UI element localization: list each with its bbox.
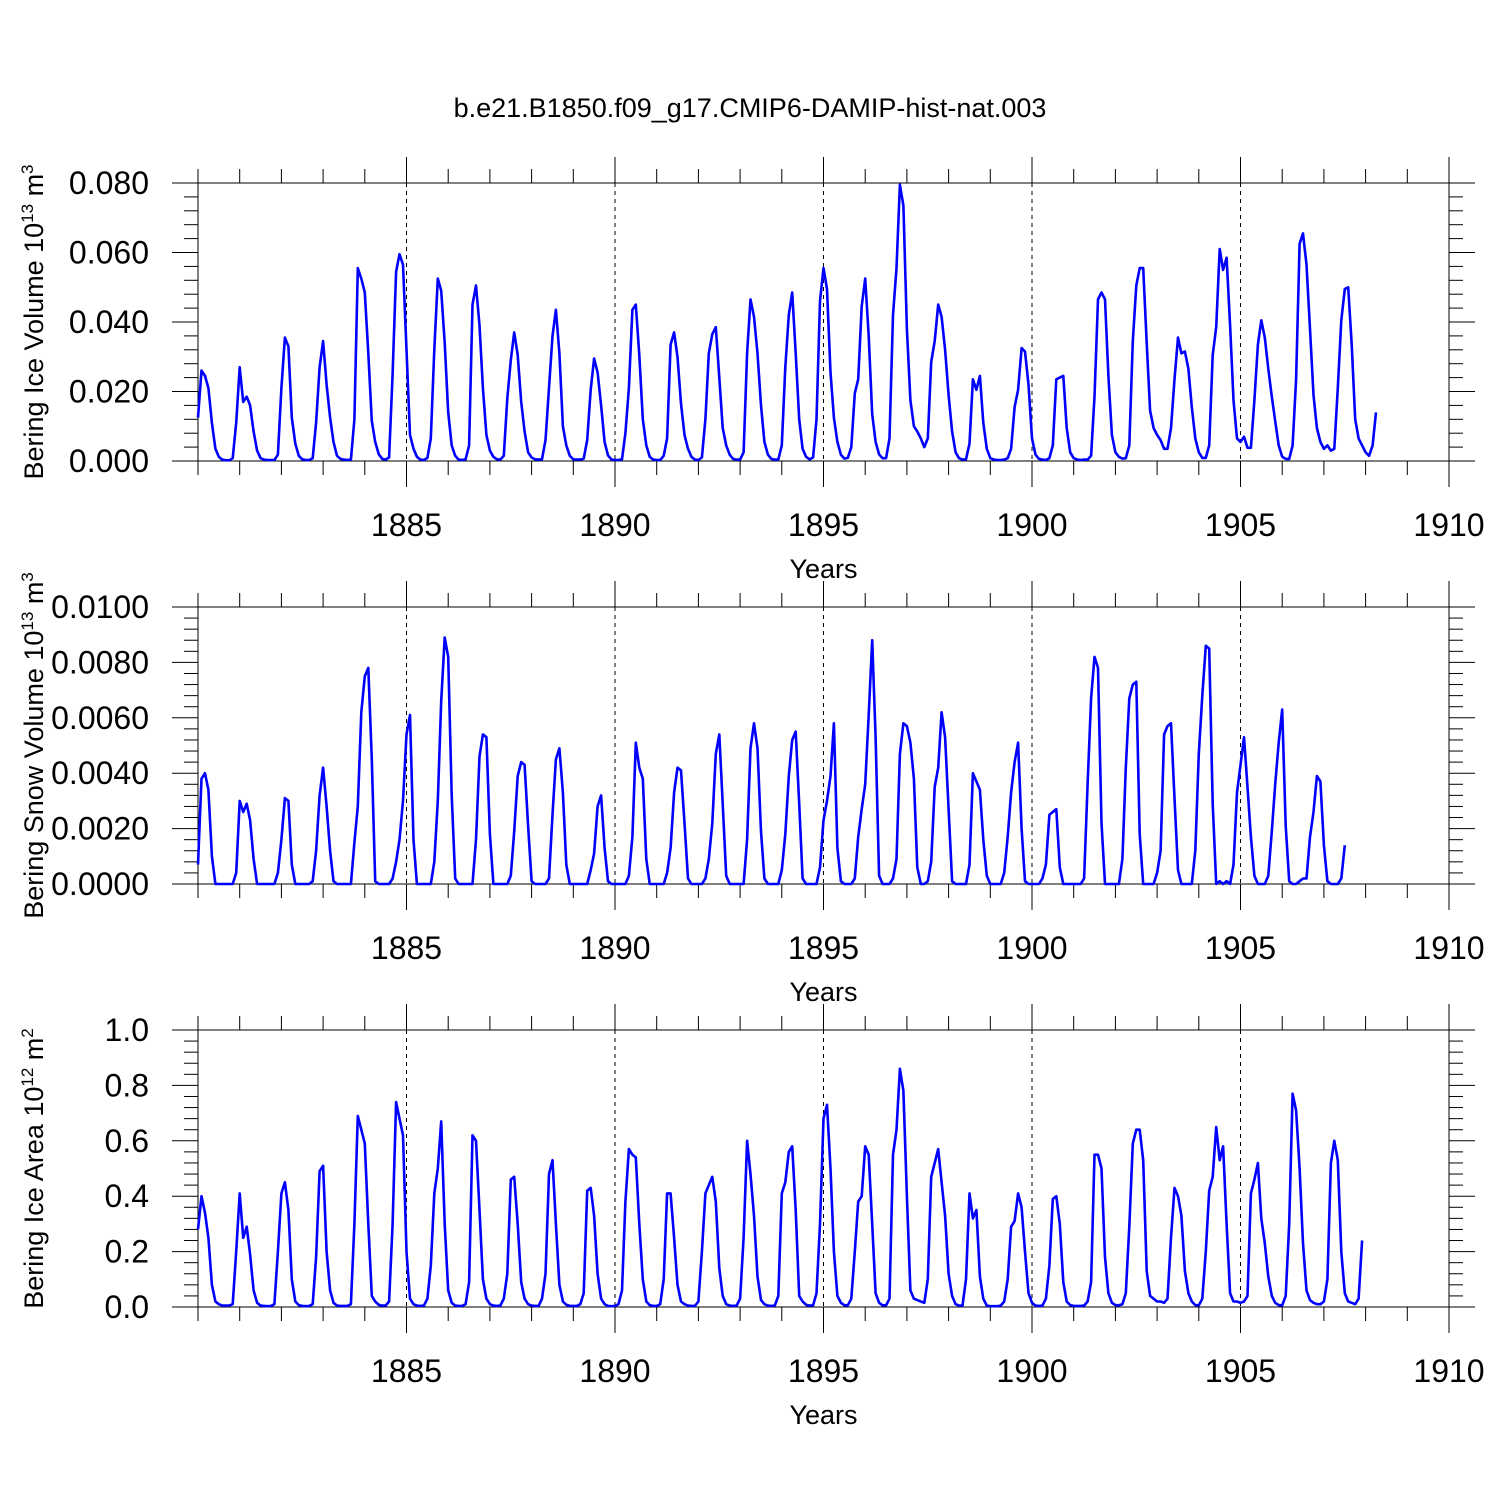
y-tick-label: 0.060 <box>69 235 149 271</box>
x-tick-label: 1885 <box>371 930 442 966</box>
y-axis-label: Bering Snow Volume 1013 m3 <box>18 572 49 919</box>
y-tick-label: 0.000 <box>69 443 149 479</box>
x-tick-label: 1905 <box>1205 930 1276 966</box>
y-tick-label: 0.040 <box>69 304 149 340</box>
y-tick-label: 0.0000 <box>51 866 149 902</box>
x-tick-label: 1900 <box>996 507 1067 543</box>
x-axis-label: Years <box>789 554 857 584</box>
x-tick-label: 1905 <box>1205 507 1276 543</box>
x-tick-label: 1895 <box>788 1353 859 1389</box>
y-tick-label: 0.8 <box>105 1067 149 1103</box>
y-axis-label: Bering Ice Volume 1013 m3 <box>18 164 49 479</box>
y-tick-label: 0.0040 <box>51 755 149 791</box>
y-tick-label: 0.0020 <box>51 811 149 847</box>
y-axis-label: Bering Ice Area 1012 m2 <box>18 1028 49 1309</box>
x-tick-label: 1895 <box>788 930 859 966</box>
x-tick-label: 1885 <box>371 507 442 543</box>
x-tick-label: 1910 <box>1413 1353 1484 1389</box>
x-axis-label: Years <box>789 1400 857 1430</box>
series-line <box>196 183 1378 462</box>
x-tick-label: 1910 <box>1413 930 1484 966</box>
y-tick-label: 0.4 <box>105 1178 149 1214</box>
series-line <box>196 1067 1364 1308</box>
x-tick-label: 1890 <box>579 930 650 966</box>
y-tick-label: 0.0 <box>105 1289 149 1325</box>
y-tick-label: 1.0 <box>105 1012 149 1048</box>
x-tick-label: 1905 <box>1205 1353 1276 1389</box>
panel-1: 1885 1890 1895 1900 1905 1910 0.000 0.020 0.040 0… <box>18 157 1485 584</box>
y-tick-label: 0.6 <box>105 1123 149 1159</box>
panel-3: 1885 1890 1895 1900 1905 1910 0.0 0.2 0.4 0.6 0.8 1… <box>18 1004 1485 1430</box>
x-tick-label: 1885 <box>371 1353 442 1389</box>
y-tick-label: 0.020 <box>69 374 149 410</box>
y-tick-label: 0.080 <box>69 165 149 201</box>
panel-2: 1885 1890 1895 1900 1905 1910 0.0000 0.0020 0.00… <box>18 572 1485 1007</box>
x-tick-label: 1890 <box>579 507 650 543</box>
x-axis-label: Years <box>789 977 857 1007</box>
x-tick-label: 1895 <box>788 507 859 543</box>
figure-title: b.e21.B1850.f09_g17.CMIP6-DAMIP-hist-nat… <box>454 93 1047 123</box>
x-tick-label: 1910 <box>1413 507 1484 543</box>
x-tick-label: 1890 <box>579 1353 650 1389</box>
y-tick-label: 0.0060 <box>51 700 149 736</box>
y-tick-label: 0.0100 <box>51 589 149 625</box>
x-tick-label: 1900 <box>996 1353 1067 1389</box>
series-line <box>196 636 1347 886</box>
x-tick-label: 1900 <box>996 930 1067 966</box>
y-tick-label: 0.0080 <box>51 644 149 680</box>
y-tick-label: 0.2 <box>105 1234 149 1270</box>
